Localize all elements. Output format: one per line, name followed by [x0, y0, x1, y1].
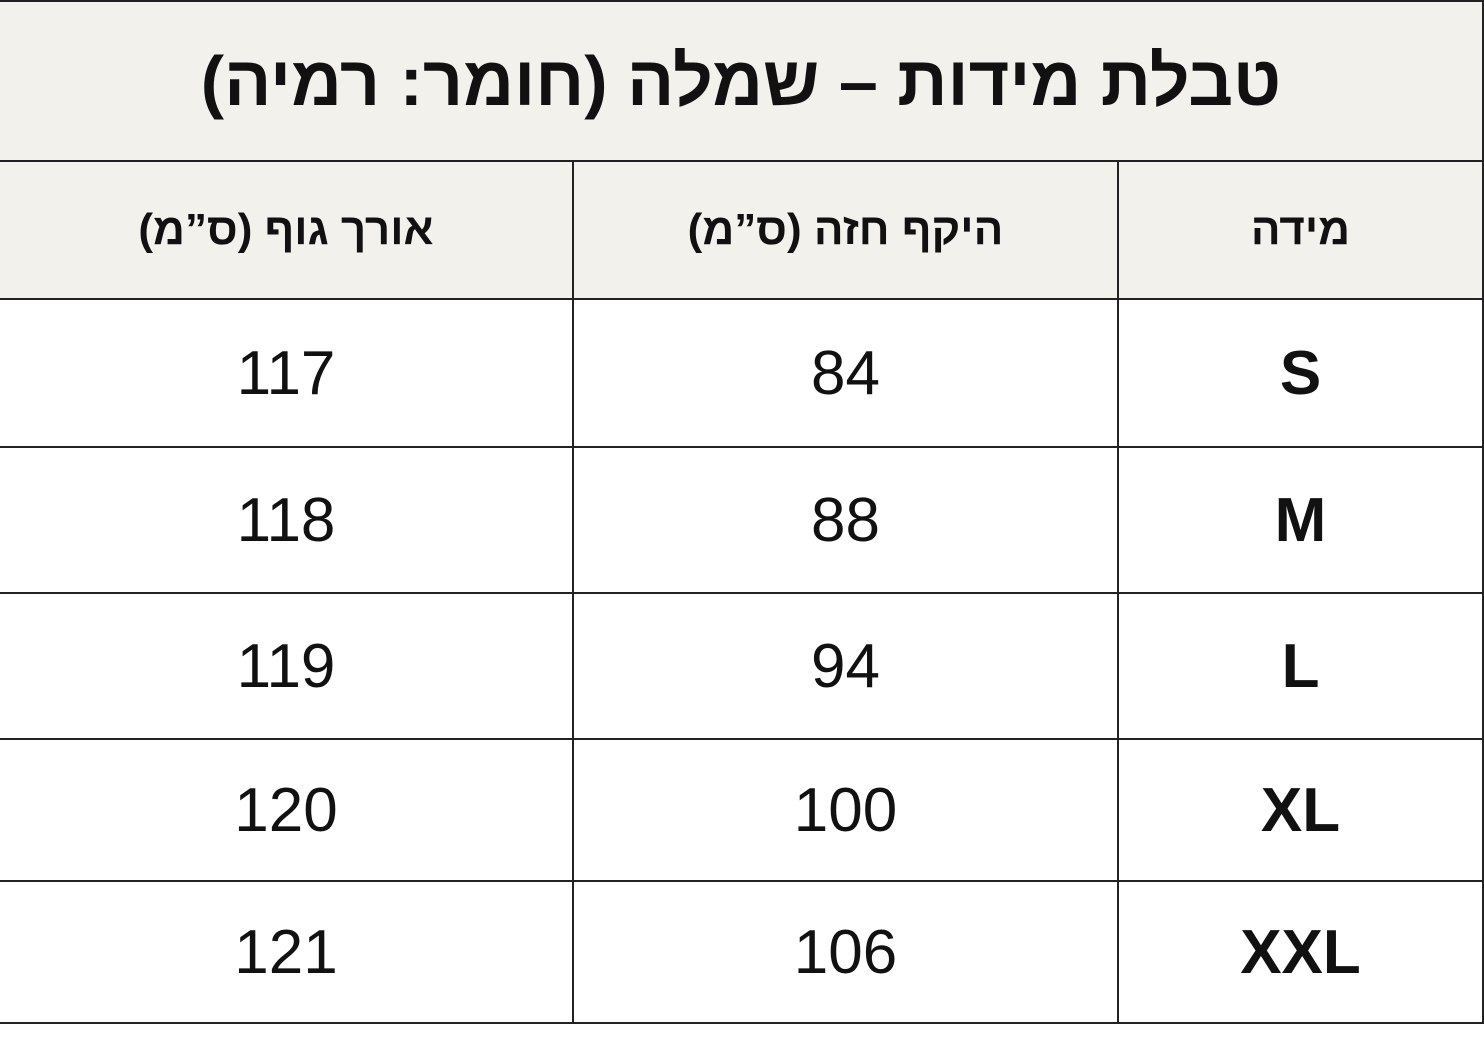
- title-row: טבלת מידות – שמלה (חומר: רמיה): [0, 0, 1484, 162]
- header-cell: אורך גוף (ס”מ): [0, 160, 575, 300]
- size-cell: XL: [1117, 738, 1484, 882]
- chest-cell: 84: [572, 298, 1119, 448]
- size-cell: S: [1117, 298, 1484, 448]
- header-row: מידה היקף חזה (ס”מ) אורך גוף (ס”מ): [0, 160, 1484, 300]
- size-cell: XXL: [1117, 880, 1484, 1024]
- chest-cell: 94: [572, 592, 1119, 740]
- header-cell: היקף חזה (ס”מ): [572, 160, 1119, 300]
- chest-cell: 100: [572, 738, 1119, 882]
- length-cell: 121: [0, 880, 575, 1024]
- size-cell: L: [1117, 592, 1484, 740]
- header-cell: מידה: [1117, 160, 1484, 300]
- length-cell: 120: [0, 738, 575, 882]
- data-row: M 88 118: [0, 446, 1484, 594]
- chest-cell: 88: [572, 446, 1119, 594]
- size-table: טבלת מידות – שמלה (חומר: רמיה) מידה היקף…: [0, 0, 1484, 1024]
- data-row: S 84 117: [0, 298, 1484, 448]
- size-cell: M: [1117, 446, 1484, 594]
- length-cell: 118: [0, 446, 575, 594]
- length-cell: 117: [0, 298, 575, 448]
- data-row: XL 100 120: [0, 738, 1484, 882]
- chest-cell: 106: [572, 880, 1119, 1024]
- table-title: טבלת מידות – שמלה (חומר: רמיה): [0, 0, 1484, 162]
- data-row: XXL 106 121: [0, 880, 1484, 1024]
- data-row: L 94 119: [0, 592, 1484, 740]
- length-cell: 119: [0, 592, 575, 740]
